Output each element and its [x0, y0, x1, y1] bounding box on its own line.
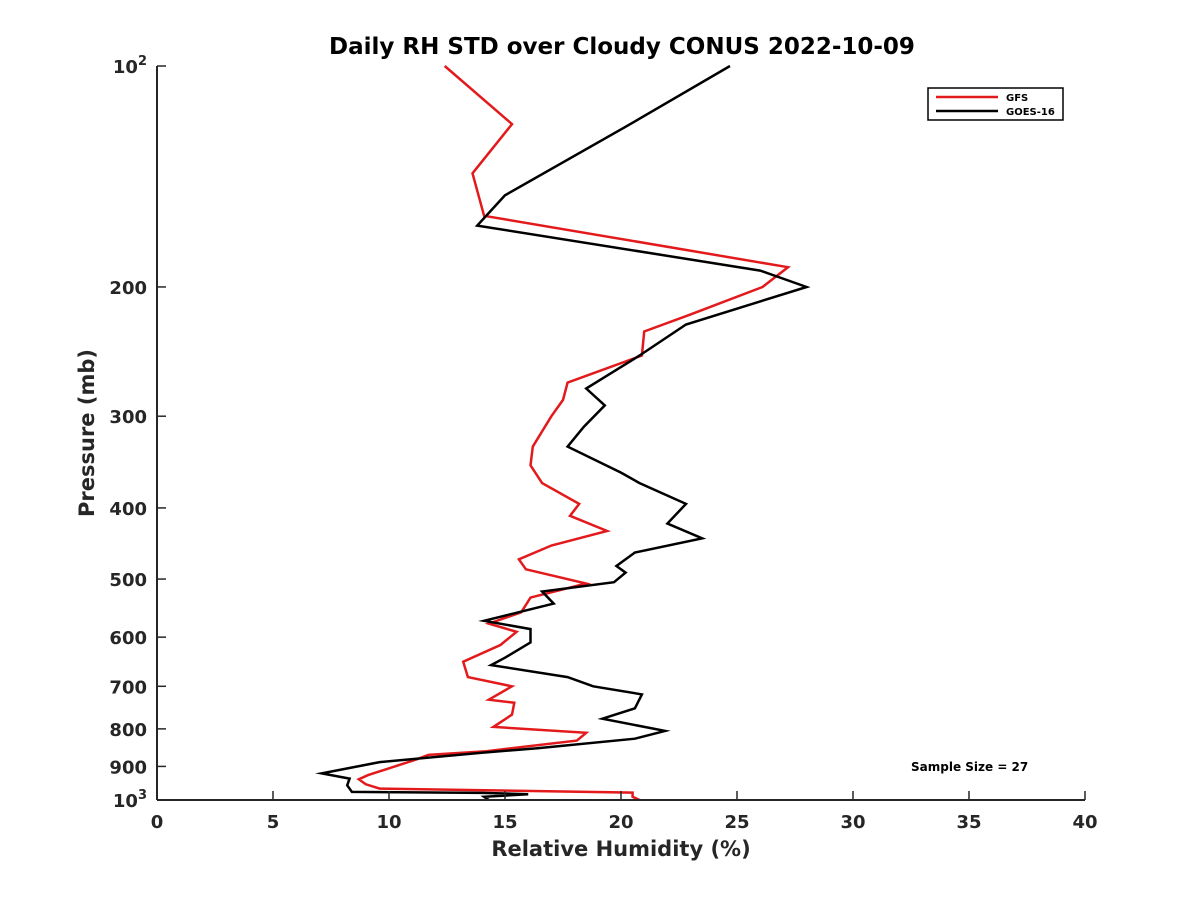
series-line-gfs — [356, 65, 792, 802]
legend-box — [927, 87, 1064, 121]
y-tick-label: 700 — [109, 677, 147, 698]
x-tick-label: 5 — [267, 812, 280, 833]
x-tick-label: 10 — [376, 812, 401, 833]
sample-size-annotation: Sample Size = 27 — [911, 760, 1028, 774]
x-tick-label: 25 — [724, 812, 749, 833]
y-tick-label: 200 — [109, 278, 147, 299]
x-tick-label: 40 — [1072, 812, 1097, 833]
y-tick-label: 900 — [109, 757, 147, 778]
y-tick-label: 103 — [113, 788, 147, 812]
y-tick-label: 400 — [109, 499, 147, 520]
y-tick-label: 800 — [109, 720, 147, 741]
x-axis-ticks: 0 5 10 15 20 25 30 35 40 — [151, 791, 1098, 833]
y-tick-label: 500 — [109, 570, 147, 591]
legend-label-gfs: GFS — [1006, 93, 1028, 104]
y-tick-label: 102 — [113, 54, 147, 78]
y-tick-label: 300 — [109, 407, 147, 428]
x-tick-label: 20 — [608, 812, 633, 833]
chart-title: Daily RH STD over Cloudy CONUS 2022-10-0… — [329, 34, 915, 60]
x-tick-label: 35 — [956, 812, 981, 833]
x-tick-label: 30 — [840, 812, 865, 833]
y-axis-ticks: 102 200 300 400 500 600 700 800 900 103 — [109, 54, 166, 812]
y-axis-label: Pressure (mb) — [75, 349, 99, 517]
x-tick-label: 0 — [151, 812, 164, 833]
x-axis-label: Relative Humidity (%) — [491, 837, 750, 861]
legend-label-goes-16: GOES-16 — [1006, 107, 1055, 118]
x-tick-label: 15 — [492, 812, 517, 833]
legend: GFS GOES-16 — [927, 87, 1064, 121]
series-line-goes-16 — [315, 64, 811, 802]
y-tick-label: 600 — [109, 628, 147, 649]
plot-lines — [315, 64, 811, 802]
